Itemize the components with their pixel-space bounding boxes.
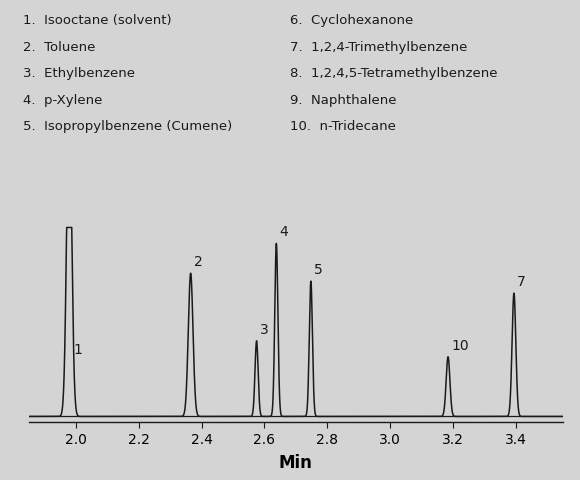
Text: 5: 5 (314, 263, 322, 277)
Text: 4: 4 (280, 226, 288, 240)
Text: 1: 1 (73, 343, 82, 357)
Text: 3: 3 (260, 323, 269, 337)
Text: 8.  1,2,4,5-Tetramethylbenzene: 8. 1,2,4,5-Tetramethylbenzene (290, 67, 498, 80)
Text: 4.  p-Xylene: 4. p-Xylene (23, 94, 103, 107)
Text: 3.  Ethylbenzene: 3. Ethylbenzene (23, 67, 135, 80)
Text: 10: 10 (451, 339, 469, 353)
Text: 5.  Isopropylbenzene (Cumene): 5. Isopropylbenzene (Cumene) (23, 120, 233, 133)
Text: 6.  Cyclohexanone: 6. Cyclohexanone (290, 14, 413, 27)
X-axis label: Min: Min (279, 454, 313, 472)
Text: 9.  Naphthalene: 9. Naphthalene (290, 94, 397, 107)
Text: 2.  Toluene: 2. Toluene (23, 41, 96, 54)
Text: 2: 2 (194, 255, 203, 269)
Text: 10.  n-Tridecane: 10. n-Tridecane (290, 120, 396, 133)
Text: 7.  1,2,4-Trimethylbenzene: 7. 1,2,4-Trimethylbenzene (290, 41, 467, 54)
Text: 7: 7 (517, 275, 526, 289)
Text: 1.  Isooctane (solvent): 1. Isooctane (solvent) (23, 14, 172, 27)
